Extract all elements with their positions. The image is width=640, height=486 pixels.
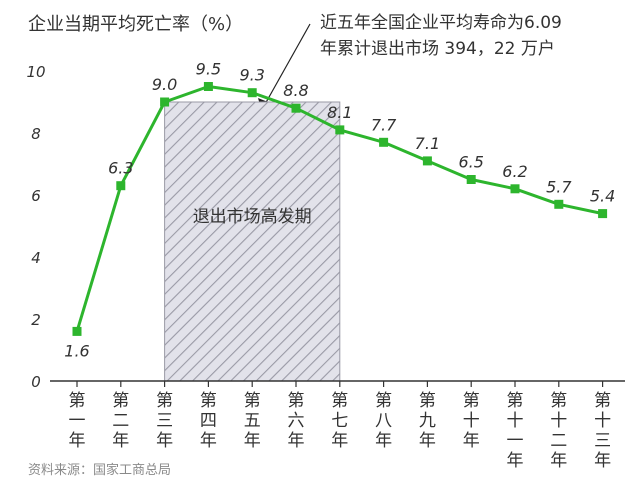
x-tick-label: 第十一年 <box>507 391 524 471</box>
y-tick-label: 8 <box>31 125 41 143</box>
x-tick-label: 第五年 <box>244 391 261 451</box>
data-label: 6.2 <box>502 162 527 181</box>
annotation-arrow-line <box>263 23 311 107</box>
y-tick-label: 10 <box>26 63 45 81</box>
data-label: 5.4 <box>590 187 615 206</box>
data-label: 9.0 <box>152 75 177 94</box>
x-tick-label: 第七年 <box>331 391 348 451</box>
y-tick-label: 2 <box>31 311 41 329</box>
data-label: 5.7 <box>546 177 572 196</box>
data-point <box>554 199 564 209</box>
annotation-line-2: 年累计退出市场 394，22 万户 <box>320 39 555 59</box>
data-label: 9.3 <box>239 66 264 85</box>
data-point <box>335 125 345 135</box>
y-tick-label: 6 <box>31 187 41 205</box>
annotation-line-1: 近五年全国企业平均寿命为6.09 <box>320 13 562 33</box>
x-tick-label: 第二年 <box>112 391 129 451</box>
shaded-region <box>164 101 341 382</box>
x-tick-label: 第十二年 <box>550 391 567 471</box>
data-point <box>422 156 432 166</box>
label-layer: 1.6 6.3 9.0 9.5 9.3 8.8 8.1 7.7 7.1 6.5 6.2 5.7 5.4 <box>64 60 615 361</box>
x-tick-label: 第十年 <box>463 391 480 451</box>
source-note: 资料来源：国家工商总局 <box>28 462 171 478</box>
shaded-region-layer: 退出市场高发期 <box>164 101 341 382</box>
data-label: 9.5 <box>196 60 221 79</box>
x-tick-label: 第一年 <box>69 391 86 451</box>
x-tick-label: 第九年 <box>419 391 436 451</box>
data-label: 8.8 <box>283 81 308 100</box>
data-point <box>247 88 257 98</box>
shaded-region-label: 退出市场高发期 <box>193 207 312 227</box>
data-point <box>116 181 126 191</box>
x-tick-label: 第三年 <box>156 391 173 451</box>
data-point <box>510 184 520 194</box>
x-tick-label: 第四年 <box>200 391 217 451</box>
data-point <box>379 137 389 147</box>
data-point <box>203 82 213 91</box>
data-label: 7.1 <box>415 134 440 153</box>
axis-layer: 第一年 第二年 第三年 第四年 第五年 第六年 第七年 第八年 第九年 第十年 第十一年 第十二年 第十… <box>26 63 625 471</box>
data-point <box>72 326 82 336</box>
x-tick-label: 第八年 <box>375 391 392 451</box>
series-layer <box>72 82 608 336</box>
data-label: 6.5 <box>458 153 483 172</box>
data-label: 7.7 <box>371 115 397 134</box>
data-point <box>291 103 301 113</box>
data-label: 8.1 <box>327 103 352 122</box>
y-tick-label: 4 <box>31 249 41 267</box>
data-point <box>598 209 608 219</box>
chart-title: 企业当期平均死亡率（%） <box>28 14 243 35</box>
x-tick-label: 第十三年 <box>594 391 611 471</box>
data-label: 6.3 <box>108 159 133 178</box>
data-label: 1.6 <box>64 341 89 360</box>
x-tick-label: 第六年 <box>288 391 305 451</box>
data-point <box>160 97 170 107</box>
data-point <box>466 175 476 184</box>
y-tick-label: 0 <box>31 373 41 391</box>
